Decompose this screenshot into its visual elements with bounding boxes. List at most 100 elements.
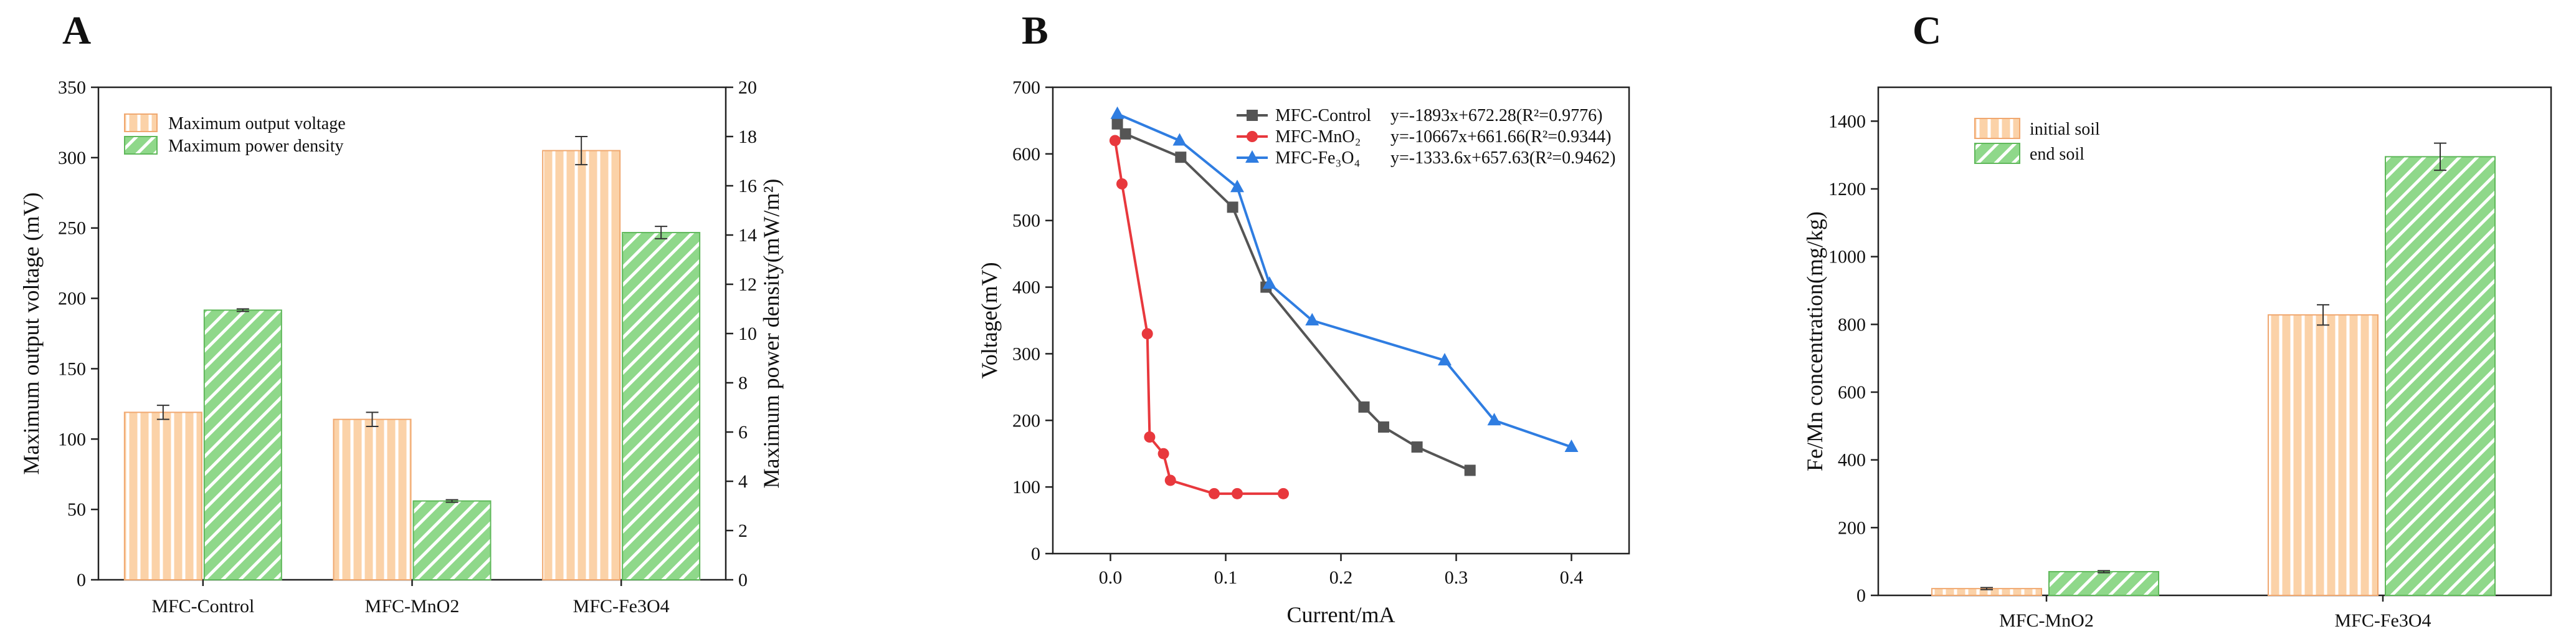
data-point [1227, 201, 1238, 213]
y-tick-label: 200 [1012, 410, 1040, 431]
legend-equation: y=-1893x+672.28(R²=0.9776) [1390, 106, 1602, 125]
data-point [1109, 135, 1121, 147]
y2-tick-label: 2 [738, 521, 748, 541]
legend-label: MFC-Fe₃O₄ [1275, 148, 1360, 168]
data-point [1141, 328, 1153, 340]
data-point [1209, 488, 1220, 499]
data-point [1172, 133, 1187, 146]
x-tick-label: 0.0 [1099, 567, 1123, 588]
y-tick-label: 250 [58, 218, 86, 239]
y-axis-label: Voltage(mV) [977, 262, 1002, 378]
y2-tick-label: 16 [738, 176, 757, 196]
bar-power-density [203, 309, 282, 580]
panel-a-bar-chart: A 0 50 100 150 200 250 300 350 0 2 4 6 8 10 12 14 16 18 20 M… [19, 8, 784, 617]
bar-end-soil [2048, 570, 2159, 597]
legend-marker [1247, 110, 1258, 121]
y-tick-label: 400 [1838, 450, 1866, 471]
x-tick-label: 0.1 [1214, 567, 1238, 588]
panel-c-bar-chart: C 0 200 400 600 800 1000 1200 1400 Fe/Mn concentr… [1802, 8, 2552, 631]
y-tick-label: 800 [1838, 314, 1866, 335]
data-point [1411, 441, 1423, 453]
legend-swatch [124, 113, 158, 132]
y2-tick-label: 4 [738, 471, 748, 492]
legend-swatch [124, 136, 158, 155]
y-tick-label: 0 [1031, 544, 1040, 564]
y-tick-label: 700 [1012, 77, 1040, 98]
data-point [1358, 401, 1370, 413]
y-tick-label: 0 [77, 570, 86, 590]
data-point [1438, 353, 1452, 366]
data-point [1144, 431, 1156, 443]
y-tick-label: 200 [58, 289, 86, 309]
data-point [1487, 413, 1501, 426]
y-tick-label: 50 [67, 499, 86, 520]
legend-label: end soil [2030, 145, 2084, 164]
legend-swatch [1974, 118, 2020, 139]
panel-label-c: C [1913, 8, 1941, 52]
legend-label: Maximum power density [168, 137, 344, 156]
data-point [1564, 440, 1579, 453]
bar-power-density [412, 500, 492, 580]
x-tick-label: MFC-MnO2 [365, 596, 460, 617]
y2-tick-label: 18 [738, 127, 757, 147]
y-tick-label: 100 [58, 429, 86, 449]
y-tick-label: 300 [1012, 344, 1040, 364]
bar-initial-soil [2268, 314, 2379, 596]
y2-tick-label: 6 [738, 422, 748, 443]
y-tick-label: 500 [1012, 211, 1040, 231]
x-tick-label: 0.4 [1560, 567, 1584, 588]
panel-label-a: A [62, 8, 91, 52]
data-point [1305, 313, 1319, 325]
x-tick-label: MFC-MnO2 [1999, 610, 2094, 631]
y-axis-label: Fe/Mn concentration(mg/kg) [1802, 211, 1827, 471]
y-tick-label: 100 [1012, 477, 1040, 497]
x-tick-label: 0.2 [1329, 567, 1353, 588]
data-point [1111, 118, 1123, 130]
y2-tick-label: 20 [738, 77, 757, 98]
data-point [1116, 178, 1128, 190]
y-tick-label: 300 [58, 148, 86, 168]
y-tick-label: 600 [1838, 382, 1866, 403]
y2-tick-label: 12 [738, 274, 757, 295]
data-point [1175, 151, 1187, 163]
y-tick-label: 600 [1012, 144, 1040, 165]
y-tick-label: 400 [1012, 277, 1040, 298]
panel-b-line-chart: B 0 100 200 300 400 500 600 700 0.0 0.1 0.2 0.3 0.4 Vo… [977, 8, 1630, 627]
data-point [1110, 106, 1124, 119]
y2-axis-label: Maximum power density(mW/m²) [759, 179, 784, 489]
series-mfc-mno2 [1109, 135, 1289, 499]
y2-tick-label: 0 [738, 570, 748, 590]
legend-equation: y=-10667x+661.66(R²=0.9344) [1390, 127, 1611, 147]
bar-power-density [622, 232, 701, 580]
legend-label: Maximum output voltage [168, 114, 346, 133]
series-line [1116, 112, 1572, 448]
data-point [1262, 276, 1276, 289]
bar-voltage [123, 411, 202, 581]
legend-label: initial soil [2030, 120, 2100, 139]
x-tick-label: 0.3 [1445, 567, 1468, 588]
series-line [1116, 123, 1471, 472]
bar-voltage [333, 418, 412, 581]
y-tick-label: 0 [1856, 585, 1866, 606]
x-tick-label: MFC-Fe3O4 [573, 596, 670, 617]
y-axis-label: Maximum output voltage (mV) [19, 193, 44, 475]
y-tick-label: 1000 [1828, 247, 1866, 267]
bar-voltage [542, 150, 621, 581]
data-point [1464, 464, 1476, 476]
y-tick-label: 1200 [1828, 179, 1866, 199]
data-point [1377, 421, 1389, 433]
x-axis-label: Current/mA [1287, 602, 1395, 627]
x-tick-label: MFC-Fe3O4 [2334, 610, 2431, 631]
legend-label: MFC-MnO₂ [1275, 127, 1361, 147]
legend-marker [1245, 150, 1259, 163]
legend-equation: y=-1333.6x+657.63(R²=0.9462) [1390, 148, 1615, 168]
series-line [1113, 140, 1283, 495]
legend-swatch [1974, 143, 2020, 164]
data-point [1232, 488, 1243, 499]
panel-label-b: B [1022, 8, 1048, 52]
y2-tick-label: 14 [738, 225, 757, 246]
legend-marker [1247, 131, 1258, 142]
data-point [1164, 474, 1176, 486]
series-mfc-fe3o4 [1110, 106, 1579, 453]
